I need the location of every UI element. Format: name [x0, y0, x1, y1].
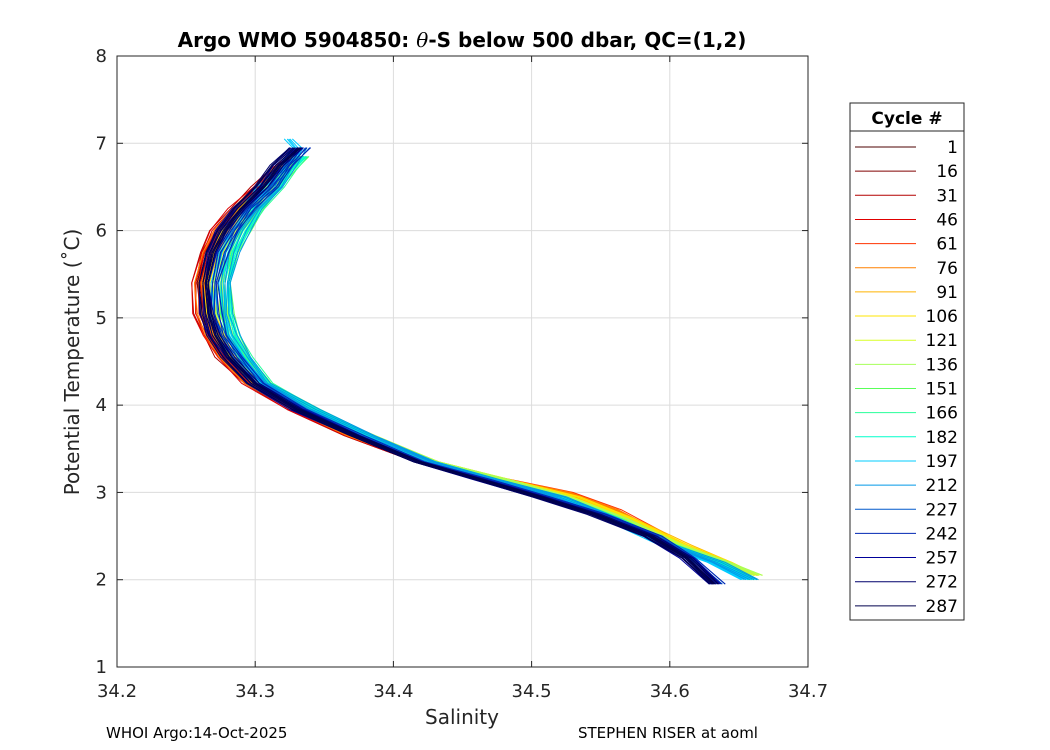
legend-label: 61 [936, 235, 958, 255]
legend-label: 166 [926, 404, 958, 424]
legend-label: 76 [936, 259, 958, 279]
series-line [207, 147, 720, 585]
x-tick-label: 34.3 [235, 681, 275, 702]
series-line [229, 147, 759, 581]
data-series [191, 138, 763, 585]
legend-label: 136 [926, 355, 958, 375]
footer-right-text: STEPHEN RISER at aoml [578, 724, 758, 742]
legend-label: 182 [926, 428, 958, 448]
legend-label: 91 [936, 283, 958, 303]
footer-left-text: WHOI Argo:14-Oct-2025 [106, 724, 288, 742]
y-tick-label: 2 [96, 570, 107, 591]
chart-title: Argo WMO 5904850: θ-S below 500 dbar, QC… [178, 28, 747, 52]
legend-label: 16 [936, 162, 958, 182]
x-axis-label: Salinity [425, 705, 499, 729]
series-line [198, 147, 711, 585]
legend-label: 31 [936, 186, 958, 206]
series-line [202, 147, 714, 585]
series-line [206, 147, 716, 585]
series-line [207, 147, 719, 585]
legend-label: 197 [926, 452, 958, 472]
legend-label: 46 [936, 210, 958, 230]
x-tick-label: 34.6 [650, 681, 690, 702]
plot-frame [116, 55, 809, 668]
legend-label: 227 [926, 500, 958, 520]
legend-label: 151 [926, 380, 958, 400]
legend-label: 1 [947, 138, 958, 158]
legend: Cycle # 11631466176911061211361511661821… [849, 102, 965, 621]
legend-label: 212 [926, 476, 958, 496]
y-tick-label: 4 [96, 395, 107, 416]
x-tick-label: 34.2 [97, 681, 137, 702]
y-tick-label: 5 [96, 308, 107, 329]
x-tick-label: 34.5 [512, 681, 552, 702]
y-tick-label: 8 [96, 46, 107, 67]
x-tick-label: 34.4 [373, 681, 413, 702]
y-axis-label: Potential Temperature (˚C) [60, 229, 84, 496]
legend-entries: 1 16 31 46 61 76 91 106 121 136 151 166 182 197 212 227… [855, 138, 958, 617]
y-tick-label: 1 [96, 657, 107, 678]
chart-title-prefix: Argo WMO 5904850: [178, 28, 417, 52]
legend-label: 272 [926, 573, 958, 593]
series-line [229, 156, 758, 581]
legend-title: Cycle # [871, 109, 942, 129]
series-line [217, 147, 726, 585]
y-tick-label: 7 [96, 133, 107, 154]
series-line [215, 147, 722, 585]
legend-label: 121 [926, 331, 958, 351]
legend-label: 106 [926, 307, 958, 327]
series-cycle-287 [198, 147, 719, 585]
chart-title-suffix: -S below 500 dbar, QC=(1,2) [428, 28, 746, 52]
legend-label: 287 [926, 597, 958, 617]
x-tick-label: 34.7 [788, 681, 828, 702]
chart-title-symbol: θ [416, 28, 428, 52]
axis-ticks: 34.2 34.3 34.4 34.5 34.6 34.7 1 2 3 4 5 6 7 8 [96, 46, 828, 702]
y-tick-label: 3 [96, 482, 107, 503]
y-tick-label: 6 [96, 221, 107, 242]
legend-label: 242 [926, 524, 958, 544]
legend-label: 257 [926, 549, 958, 569]
